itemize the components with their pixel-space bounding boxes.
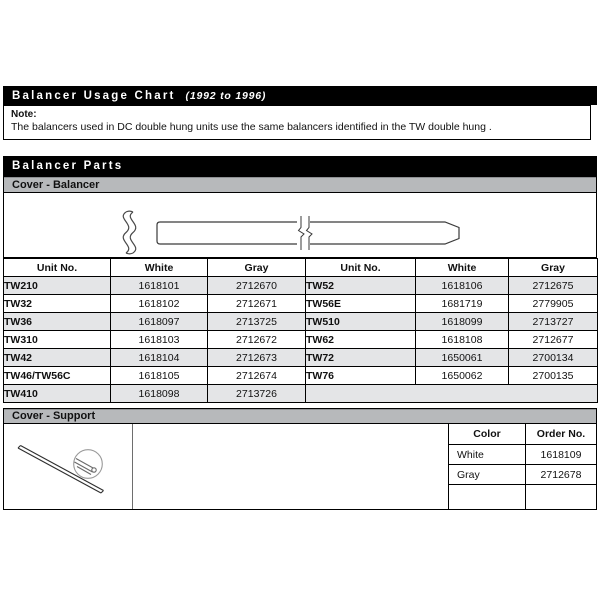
- order-no-cell: 2713725: [207, 312, 306, 331]
- break-symbol-icon: [297, 216, 313, 250]
- unit-no-cell: TW52: [305, 276, 416, 295]
- unit-no-cell: TW56E: [305, 294, 416, 313]
- table-row: TW210 1618101 2712670 TW52 1618106 2712675: [3, 276, 598, 295]
- unit-no-cell: TW510: [305, 312, 416, 331]
- column-header: Gray: [207, 258, 306, 277]
- support-rod-lines: [17, 445, 104, 494]
- order-no-cell: 1618103: [110, 330, 208, 349]
- balancer-table-body: TW210 1618101 2712670 TW52 1618106 2712675 TW3…: [3, 276, 598, 403]
- order-no-cell: 2712675: [508, 276, 598, 295]
- order-no-cell: 1618099: [415, 312, 509, 331]
- table-row: TW310 1618103 2712672 TW62 1618108 2712677: [3, 330, 598, 349]
- column-header: Unit No.: [305, 258, 416, 277]
- balancer-parts-title: Balancer Parts: [12, 160, 124, 172]
- table-row: TW410 1618098 2713726: [3, 384, 598, 403]
- unit-no-cell: TW62: [305, 330, 416, 349]
- table-row: TW42 1618104 2712673 TW72 1650061 2700134: [3, 348, 598, 367]
- unit-no-cell: TW410: [3, 384, 111, 403]
- note-label: Note:: [11, 109, 37, 120]
- order-no-cell: 2713726: [207, 384, 306, 403]
- order-no-cell: 2712670: [207, 276, 306, 295]
- cover-support-section-title: Cover - Support: [12, 410, 96, 422]
- unit-no-cell: TW42: [3, 348, 111, 367]
- cover-profile-squiggle: [122, 210, 137, 255]
- usage-chart-title-bar: Balancer Usage Chart (1992 to 1996): [3, 86, 597, 105]
- color-cell: White: [449, 445, 525, 465]
- cover-support-section-bar: Cover - Support: [3, 408, 597, 424]
- table-row: TW36 1618097 2713725 TW510 1618099 2713727: [3, 312, 598, 331]
- cover-support-box: Color Order No. White 1618109 Gray 2712678: [3, 424, 597, 510]
- support-drawing-cell: [4, 424, 133, 509]
- unit-no-cell: TW210: [3, 276, 111, 295]
- unit-no-cell: TW32: [3, 294, 111, 313]
- order-no-cell: 1681719: [415, 294, 509, 313]
- order-no-cell: 2712678: [525, 465, 596, 485]
- order-no-cell: 2700135: [508, 366, 598, 385]
- column-header: Order No.: [525, 424, 596, 445]
- order-no-cell: 1618097: [110, 312, 208, 331]
- order-no-cell: 2712677: [508, 330, 598, 349]
- cover-balancer-section-bar: Cover - Balancer: [3, 176, 597, 193]
- balancer-parts-table: Unit No. White Gray Unit No. White Gray TW210…: [3, 258, 598, 403]
- column-header: White: [415, 258, 509, 277]
- order-no-cell: 1618108: [415, 330, 509, 349]
- order-no-cell: 2712672: [207, 330, 306, 349]
- table-row: TW32 1618102 2712671 TW56E 1681719 2779905: [3, 294, 598, 313]
- order-no-cell: 1650062: [415, 366, 509, 385]
- order-no-cell: 2712671: [207, 294, 306, 313]
- support-rod-drawing: [17, 445, 104, 494]
- support-order-table: Color Order No. White 1618109 Gray 2712678: [448, 424, 596, 509]
- empty-cell: [525, 485, 596, 509]
- order-no-cell: 1618109: [525, 445, 596, 465]
- order-no-cell: 1618098: [110, 384, 208, 403]
- order-no-cell: 1618102: [110, 294, 208, 313]
- order-no-cell: 1618104: [110, 348, 208, 367]
- order-no-cell: 1650061: [415, 348, 509, 367]
- note-text: The balancers used in DC double hung uni…: [11, 121, 492, 133]
- order-no-cell: 2712674: [207, 366, 306, 385]
- unit-no-cell: TW46/TW56C: [3, 366, 111, 385]
- color-cell: Gray: [449, 465, 525, 485]
- usage-chart-years: (1992 to 1996): [185, 89, 267, 102]
- usage-chart-title: Balancer Usage Chart: [12, 89, 176, 102]
- column-header: Unit No.: [3, 258, 111, 277]
- balancer-parts-title-bar: Balancer Parts: [3, 156, 597, 176]
- column-header: White: [110, 258, 208, 277]
- column-header: Color: [449, 424, 525, 445]
- balancer-cover-drawing: [122, 210, 460, 255]
- cover-balancer-drawing-box: [3, 193, 597, 258]
- unit-no-cell: TW36: [3, 312, 111, 331]
- table-row: TW46/TW56C 1618105 2712674 TW76 1650062 27001…: [3, 366, 598, 385]
- order-no-cell: 2712673: [207, 348, 306, 367]
- cover-balancer-section-title: Cover - Balancer: [12, 178, 100, 191]
- order-no-cell: 2779905: [508, 294, 598, 313]
- support-profile-detail: [74, 458, 97, 475]
- empty-cell: [449, 485, 525, 509]
- order-no-cell: 1618106: [415, 276, 509, 295]
- balancer-table-header: Unit No. White Gray Unit No. White Gray: [3, 258, 598, 277]
- unit-no-cell: TW310: [3, 330, 111, 349]
- order-no-cell: 2700134: [508, 348, 598, 367]
- unit-no-cell: TW72: [305, 348, 416, 367]
- order-no-cell: 2713727: [508, 312, 598, 331]
- note-box: Note: The balancers used in DC double hu…: [3, 105, 591, 140]
- column-header: Gray: [508, 258, 598, 277]
- unit-no-cell: TW76: [305, 366, 416, 385]
- empty-cell: [305, 384, 598, 403]
- order-no-cell: 1618105: [110, 366, 208, 385]
- order-no-cell: 1618101: [110, 276, 208, 295]
